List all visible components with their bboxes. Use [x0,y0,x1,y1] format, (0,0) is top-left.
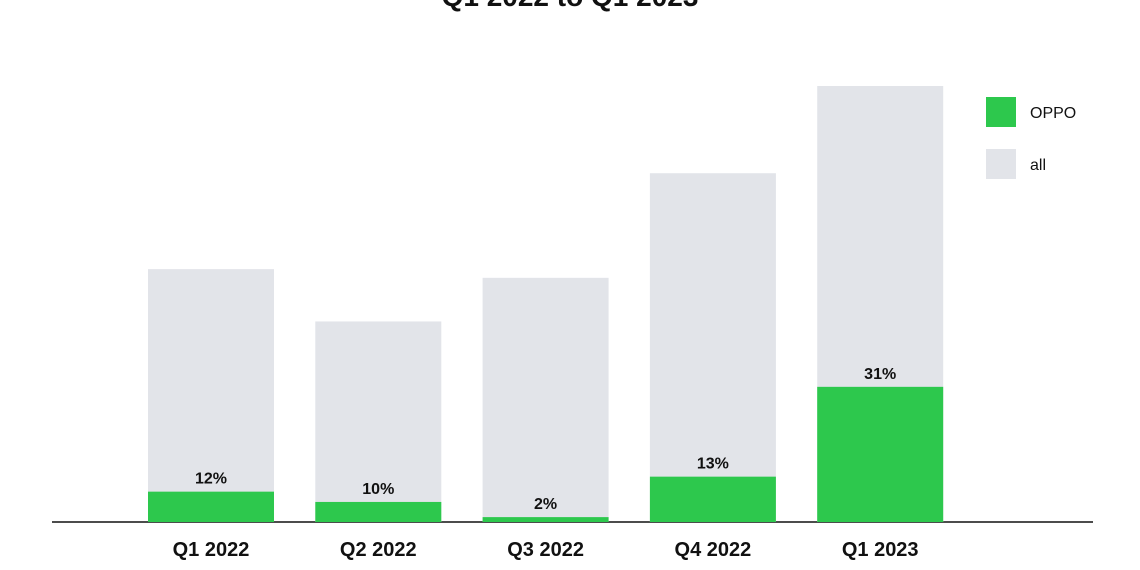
x-tick-label: Q1 2022 [173,539,250,561]
legend-swatch [986,97,1016,127]
bar-all [649,173,776,522]
bar-all [482,277,609,522]
bar-oppo [148,491,274,522]
value-label: 13% [697,456,729,473]
value-label: 12% [195,471,227,488]
x-tick-label: Q1 2023 [842,539,919,561]
legend-label: OPPO [1030,105,1076,122]
bar-oppo [482,517,609,522]
bar-oppo [649,476,776,522]
legend-label: all [1030,157,1046,174]
x-tick-label: Q3 2022 [507,539,584,561]
x-tick-label: Q4 2022 [675,539,752,561]
x-tick-label: Q2 2022 [340,539,417,561]
bar-all [315,321,442,522]
value-label: 2% [534,496,557,513]
bar-oppo [315,501,442,522]
value-label: 31% [864,366,896,383]
chart-title: Q1 2022 to Q1 2023 [442,0,699,12]
legend-swatch [986,149,1016,179]
bar-oppo [817,386,944,522]
value-label: 10% [362,481,394,498]
bar-all [148,269,274,522]
